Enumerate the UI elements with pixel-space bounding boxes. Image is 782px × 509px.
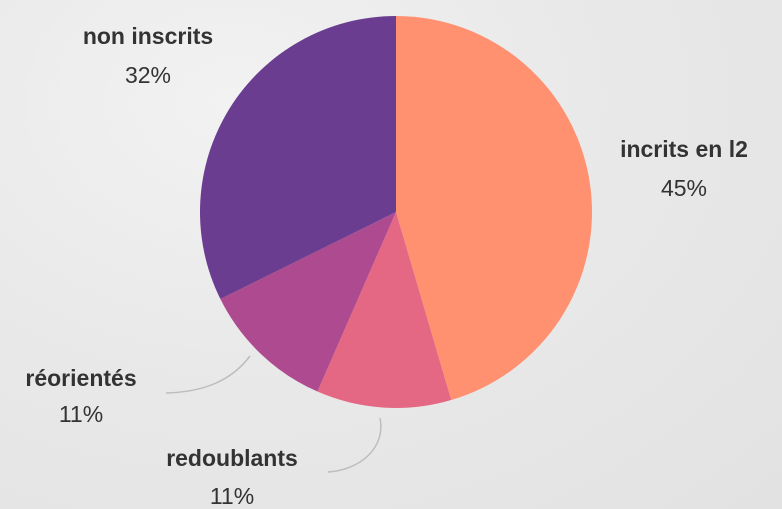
slice-value-incrits-en-l2: 45% <box>661 175 707 201</box>
leader-lines <box>165 355 382 473</box>
slice-label-reorientes: réorientés <box>25 365 136 391</box>
pie-slice-redoublants <box>317 212 452 409</box>
slice-value-non-inscrits: 32% <box>125 62 171 88</box>
pie-slice-incrits-en-l2 <box>396 16 592 401</box>
slice-value-redoublants: 11% <box>210 483 254 509</box>
pie-slices <box>200 16 592 409</box>
leader-line-reorientes <box>165 355 251 394</box>
slice-label-non-inscrits: non inscrits <box>83 23 213 49</box>
slice-value-reorientes: 11% <box>59 401 103 427</box>
slice-label-redoublants: redoublants <box>166 445 298 471</box>
leader-line-redoublants <box>327 417 382 473</box>
slice-label-incrits-en-l2: incrits en l2 <box>620 136 748 162</box>
pie-slice-reorientes <box>220 212 396 392</box>
pie-slice-non-inscrits <box>200 16 396 300</box>
